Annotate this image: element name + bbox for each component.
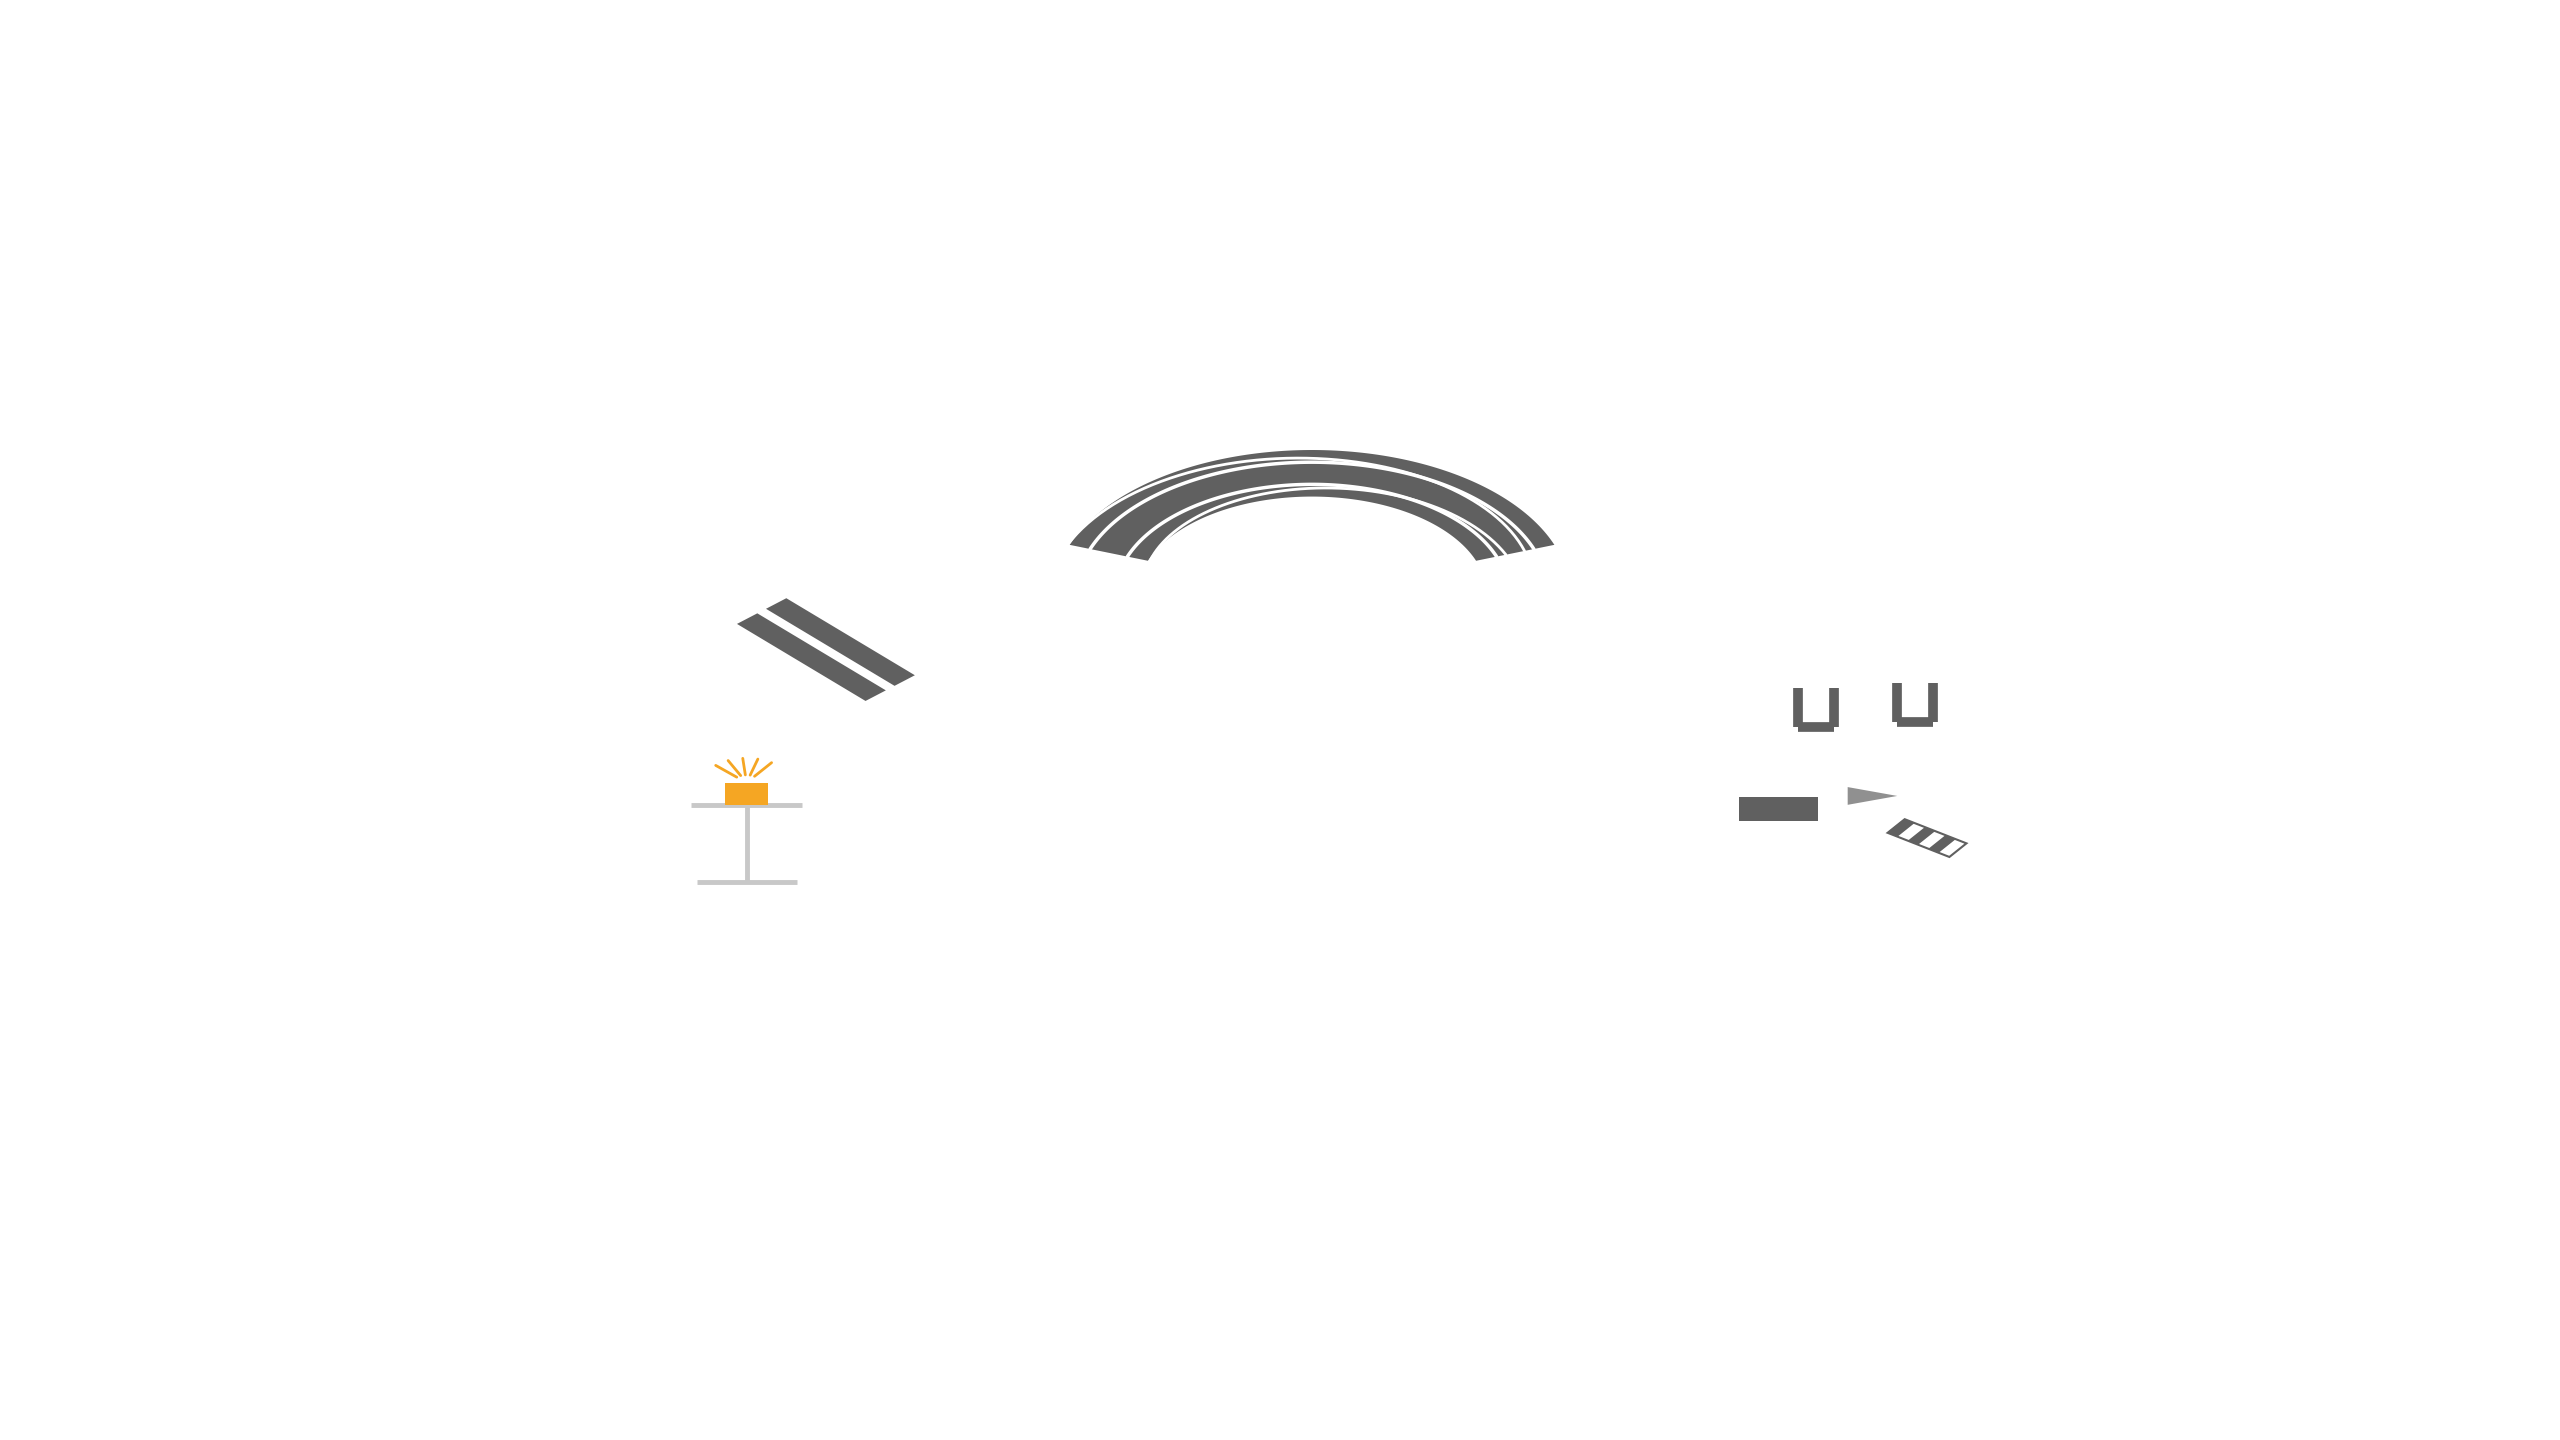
- Polygon shape: [1897, 824, 1925, 841]
- Polygon shape: [737, 613, 886, 701]
- Polygon shape: [1887, 819, 1915, 837]
- Polygon shape: [765, 598, 914, 685]
- Polygon shape: [1928, 835, 1956, 852]
- Polygon shape: [1070, 451, 1554, 560]
- Bar: [1738, 798, 1818, 821]
- Polygon shape: [1917, 831, 1946, 850]
- Polygon shape: [1907, 827, 1935, 845]
- Bar: [724, 783, 768, 805]
- Polygon shape: [1848, 788, 1897, 805]
- Polygon shape: [1938, 840, 1966, 857]
